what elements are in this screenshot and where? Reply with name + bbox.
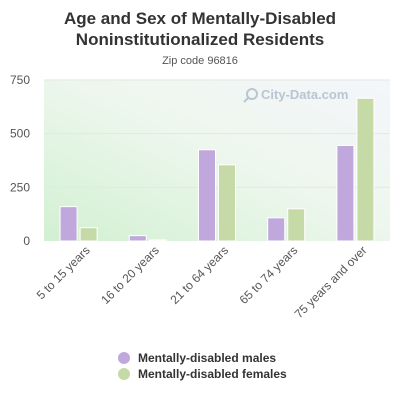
x-tick-label: 65 to 74 years bbox=[237, 243, 301, 307]
plot-area bbox=[44, 80, 390, 241]
magnifier-icon bbox=[246, 88, 258, 100]
legend-label-females: Mentally-disabled females bbox=[138, 367, 287, 381]
legend: Mentally-disabled males Mentally-disable… bbox=[118, 350, 287, 382]
legend-swatch-males bbox=[118, 352, 130, 364]
y-tick-label: 250 bbox=[10, 180, 30, 194]
x-axis-labels: 5 to 15 years 16 to 20 years 21 to 64 year… bbox=[34, 243, 370, 321]
bar-females bbox=[218, 164, 236, 242]
bar-males bbox=[267, 217, 286, 242]
legend-item-females: Mentally-disabled females bbox=[118, 366, 287, 382]
y-tick-label: 500 bbox=[10, 127, 30, 141]
bar-females bbox=[287, 208, 306, 242]
legend-item-males: Mentally-disabled males bbox=[118, 350, 287, 366]
y-tick-label: 750 bbox=[10, 73, 30, 87]
legend-swatch-females bbox=[118, 368, 130, 380]
chart-title: Age and Sex of Mentally-Disabled Noninst… bbox=[0, 8, 400, 50]
bar-males bbox=[198, 149, 216, 242]
legend-label-males: Mentally-disabled males bbox=[138, 351, 277, 365]
x-tick-label: 21 to 64 years bbox=[167, 243, 231, 307]
y-tick-label: 0 bbox=[23, 234, 30, 248]
x-tick-label: 16 to 20 years bbox=[98, 243, 162, 307]
y-axis: 0 250 500 750 bbox=[10, 73, 30, 248]
x-tick-label: 75 years and over bbox=[292, 243, 370, 321]
bar-males bbox=[59, 206, 78, 242]
grid-lines bbox=[44, 79, 390, 188]
chart-subtitle: Zip code 96816 bbox=[162, 55, 238, 67]
magnifier-handle bbox=[243, 97, 249, 103]
watermark: City-Data.com bbox=[243, 87, 348, 103]
bar-females bbox=[356, 97, 375, 242]
bars bbox=[59, 97, 375, 242]
bar-females bbox=[79, 227, 98, 242]
bar-females bbox=[148, 239, 167, 242]
bar-males bbox=[336, 144, 355, 242]
watermark-text: City-Data.com bbox=[261, 87, 348, 102]
x-tick-label: 5 to 15 years bbox=[34, 243, 93, 302]
chart-title-line-1: Age and Sex of Mentally-Disabled bbox=[63, 9, 337, 28]
bar-males bbox=[128, 235, 147, 242]
chart-title-line-2: Noninstitutionalized Residents bbox=[75, 30, 325, 49]
